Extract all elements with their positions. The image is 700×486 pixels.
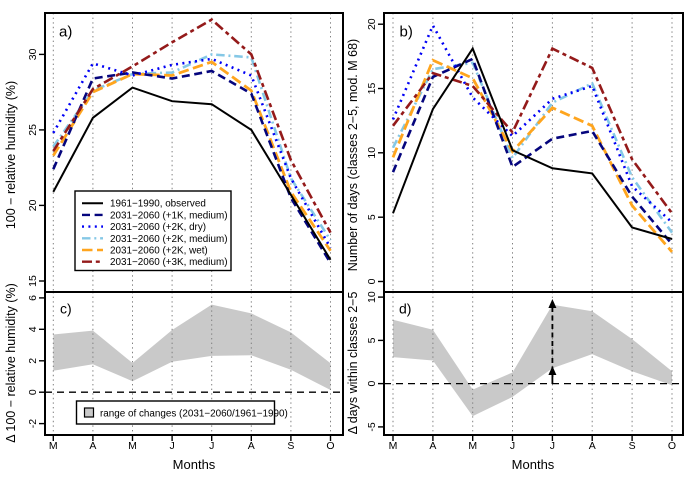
svg-text:5: 5 (366, 214, 378, 220)
svg-text:M: M (468, 440, 477, 452)
svg-text:0: 0 (366, 278, 378, 284)
svg-text:0: 0 (27, 389, 39, 395)
svg-text:Δ 100 − relative humidity (%): Δ 100 − relative humidity (%) (4, 283, 18, 442)
svg-text:100 − relative humidity (%): 100 − relative humidity (%) (4, 81, 18, 229)
svg-text:M: M (389, 440, 398, 452)
svg-text:A: A (89, 440, 96, 452)
svg-text:20: 20 (27, 199, 39, 211)
svg-text:2031−2060 (+2K, medium): 2031−2060 (+2K, medium) (110, 234, 227, 245)
svg-text:25: 25 (27, 124, 39, 136)
svg-text:A: A (589, 440, 596, 452)
svg-text:d): d) (399, 301, 411, 317)
svg-text:Months: Months (512, 457, 555, 472)
svg-text:J: J (209, 440, 214, 452)
svg-text:2031−2060 (+2K, wet): 2031−2060 (+2K, wet) (110, 246, 208, 257)
svg-text:4: 4 (27, 326, 39, 332)
svg-text:2031−2060 (+1K, medium): 2031−2060 (+1K, medium) (110, 210, 227, 221)
svg-text:5: 5 (366, 337, 378, 343)
svg-text:2: 2 (27, 358, 39, 364)
svg-text:-5: -5 (366, 422, 378, 431)
svg-text:a): a) (59, 23, 72, 40)
svg-text:b): b) (400, 23, 413, 40)
svg-text:10: 10 (366, 291, 378, 303)
svg-text:20: 20 (366, 18, 378, 30)
svg-text:J: J (550, 440, 555, 452)
svg-text:6: 6 (27, 295, 39, 301)
svg-text:Months: Months (173, 457, 216, 472)
svg-text:M: M (49, 440, 58, 452)
svg-text:J: J (510, 440, 515, 452)
svg-text:A: A (248, 440, 255, 452)
svg-text:O: O (326, 440, 334, 452)
svg-text:S: S (629, 440, 636, 452)
svg-text:range of changes (2031−2060/19: range of changes (2031−2060/1961−1990) (100, 408, 288, 419)
svg-text:1961−1990, observed: 1961−1990, observed (110, 199, 206, 210)
svg-text:Δ days within classes 2−5: Δ days within classes 2−5 (346, 292, 360, 435)
svg-text:2031−2060 (+2K, dry): 2031−2060 (+2K, dry) (110, 222, 206, 233)
svg-text:0: 0 (366, 381, 378, 387)
svg-text:M: M (128, 440, 137, 452)
svg-text:10: 10 (366, 147, 378, 159)
svg-text:S: S (287, 440, 294, 452)
svg-text:15: 15 (27, 275, 39, 287)
svg-text:30: 30 (27, 48, 39, 60)
svg-text:-2: -2 (27, 419, 39, 428)
svg-text:A: A (429, 440, 436, 452)
svg-text:15: 15 (366, 83, 378, 95)
svg-text:J: J (169, 440, 174, 452)
svg-text:c): c) (60, 301, 72, 317)
svg-text:O: O (668, 440, 676, 452)
svg-text:Number of days (classes 2−5, m: Number of days (classes 2−5, mod. M 68) (346, 39, 360, 271)
svg-text:2031−2060 (+3K, medium): 2031−2060 (+3K, medium) (110, 257, 227, 268)
